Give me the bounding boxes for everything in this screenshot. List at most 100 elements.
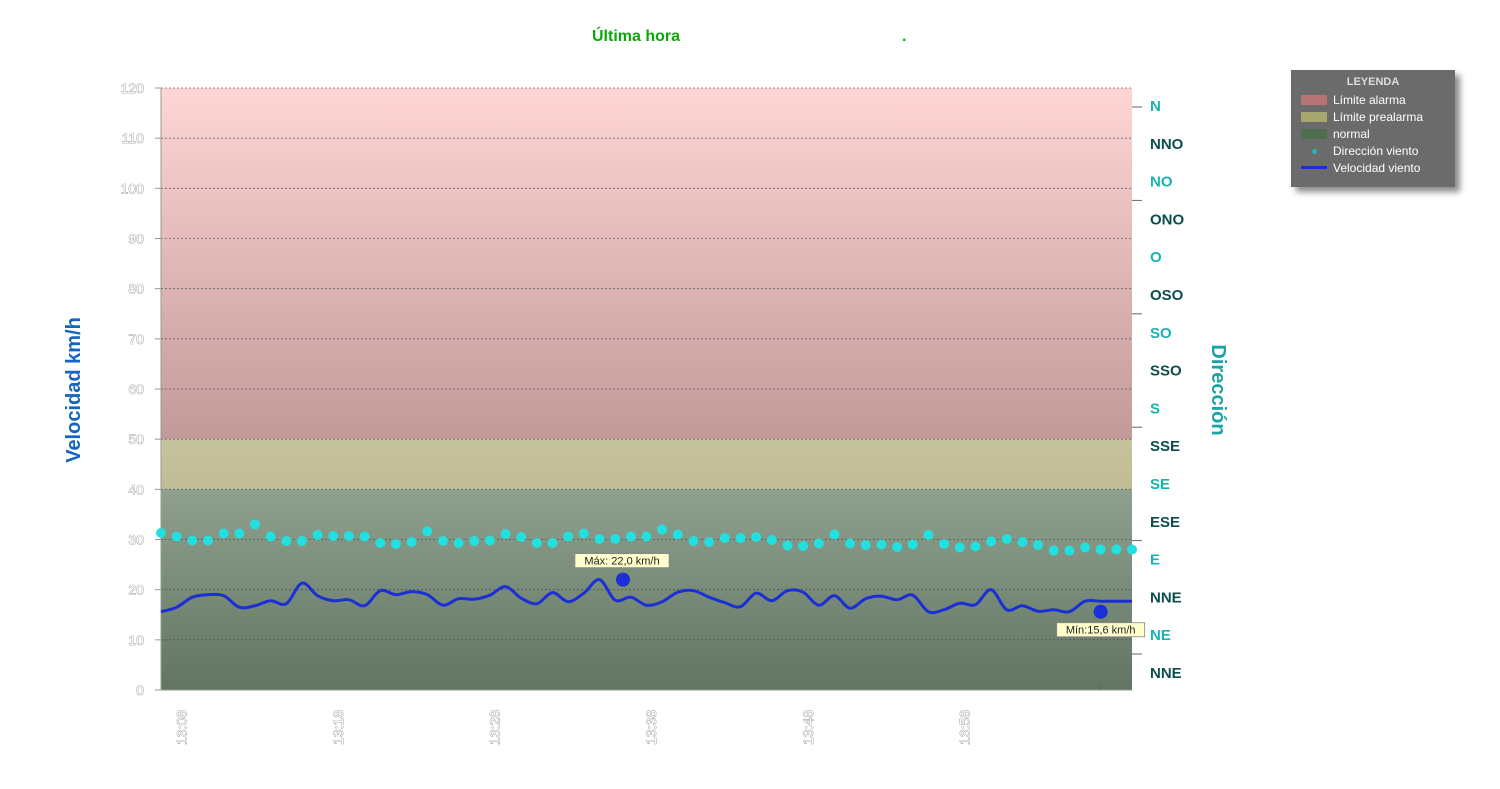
- x-tick-label: 13:28: [487, 710, 503, 745]
- direction-point: [829, 529, 840, 540]
- min-label-box: [1056, 622, 1146, 638]
- direction-point: [249, 519, 260, 530]
- direction-point: [296, 536, 307, 547]
- direction-point: [516, 531, 527, 542]
- x-tick-label: 13:38: [643, 710, 659, 745]
- x-tick-label: 13:18: [330, 710, 346, 745]
- legend-swatch-prealarm: [1301, 111, 1327, 122]
- legend-swatch-normal: [1301, 128, 1327, 139]
- direction-tick-label: SSO: [1150, 363, 1182, 380]
- legend-item-prealarm: Límite prealarma: [1291, 108, 1455, 125]
- direction-point: [672, 529, 683, 540]
- grid-lines: [161, 87, 1132, 641]
- direction-point: [563, 531, 574, 542]
- direction-point: [202, 535, 213, 546]
- y-tick-label: 10: [128, 632, 144, 648]
- direction-point: [813, 538, 824, 549]
- direction-point: [939, 539, 950, 550]
- direction-point: [406, 537, 417, 548]
- direction-point: [641, 531, 652, 542]
- chart-title-suffix: .: [902, 28, 906, 45]
- direction-point: [970, 541, 981, 552]
- legend-label-direction: Dirección viento: [1333, 143, 1419, 158]
- direction-point: [1127, 544, 1137, 555]
- direction-axis-title: Dirección: [1207, 344, 1229, 435]
- direction-tick-label: NNE: [1150, 665, 1182, 682]
- direction-tick-label: NNO: [1150, 136, 1184, 153]
- direction-point: [594, 533, 605, 544]
- direction-point: [437, 536, 448, 547]
- direction-point: [860, 540, 871, 551]
- direction-point: [547, 538, 558, 549]
- y-axis-title: Velocidad km/h: [63, 317, 85, 463]
- direction-point: [1048, 545, 1059, 556]
- direction-tick-label: NNE: [1150, 589, 1182, 606]
- direction-point: [500, 528, 511, 539]
- legend-label-alarm: Límite alarma: [1333, 92, 1406, 107]
- direction-point: [876, 539, 887, 550]
- max-marker: [616, 572, 631, 587]
- max-label: Máx: 22,0 km/h: [574, 553, 670, 569]
- min-max-annotations: Máx: 22,0 km/h Mín:15,6 km/h: [574, 553, 1146, 638]
- y-tick-label: 30: [128, 532, 144, 548]
- direction-point: [156, 527, 166, 538]
- direction-point: [798, 541, 809, 552]
- direction-point: [892, 542, 903, 553]
- direction-point: [704, 537, 715, 548]
- direction-point: [719, 532, 730, 543]
- direction-tick-label: ESE: [1150, 514, 1180, 531]
- direction-tick-label: O: [1150, 249, 1162, 266]
- direction-point: [1080, 542, 1091, 553]
- direction-point: [281, 536, 292, 547]
- speed-line: [160, 578, 1132, 615]
- direction-point: [453, 538, 464, 549]
- y-tick-label: 20: [128, 582, 144, 598]
- direction-point: [312, 529, 323, 540]
- direction-point: [782, 540, 793, 551]
- y-axis-ticks: 0 10 20 30 40 50 60 70 80 90 100 110 120: [120, 80, 161, 698]
- direction-point: [187, 535, 198, 546]
- direction-point: [531, 538, 542, 549]
- direction-series: [156, 519, 1137, 556]
- speed-series: [160, 578, 1132, 615]
- direction-point: [751, 531, 762, 542]
- direction-point: [359, 531, 370, 542]
- y-tick-label: 90: [128, 231, 144, 247]
- legend-swatch-speed: [1301, 166, 1327, 169]
- direction-point: [343, 530, 354, 541]
- y-tick-label: 80: [128, 281, 144, 297]
- direction-point: [907, 539, 918, 550]
- min-label-text: Mín:15,6 km/h: [1066, 625, 1136, 637]
- direction-point: [986, 536, 997, 547]
- legend-item-normal: normal: [1291, 125, 1455, 142]
- direction-point: [1001, 533, 1012, 544]
- direction-point: [625, 531, 636, 542]
- direction-point: [1064, 545, 1075, 556]
- direction-point: [171, 531, 182, 542]
- y-tick-label: 70: [128, 331, 144, 347]
- legend-label-prealarm: Límite prealarma: [1333, 109, 1424, 124]
- direction-tick-label: E: [1150, 552, 1160, 569]
- legend: LEYENDA Límite alarma Límite prealarma n…: [1291, 70, 1455, 187]
- direction-point: [688, 536, 699, 547]
- x-tick-label: 13:48: [800, 710, 816, 745]
- direction-tick-label: S: [1150, 400, 1160, 417]
- chart-title: Última hora: [592, 26, 680, 45]
- legend-title: LEYENDA: [1346, 76, 1400, 88]
- direction-point: [328, 530, 339, 541]
- band-l-mite-prealarma: [161, 439, 1132, 490]
- legend-swatch-alarm: [1301, 94, 1327, 105]
- direction-point: [422, 526, 433, 537]
- direction-point: [766, 535, 777, 546]
- legend-label-speed: Velocidad viento: [1333, 160, 1421, 175]
- direction-point: [735, 532, 746, 543]
- direction-tick-label: N: [1150, 98, 1161, 115]
- direction-point: [1017, 537, 1028, 548]
- direction-tick-label: SSE: [1150, 438, 1180, 455]
- max-label-box: [574, 553, 670, 569]
- direction-point: [845, 538, 856, 549]
- y-tick-label: 0: [136, 682, 144, 698]
- y-tick-label: 50: [128, 431, 144, 447]
- direction-point: [484, 535, 495, 546]
